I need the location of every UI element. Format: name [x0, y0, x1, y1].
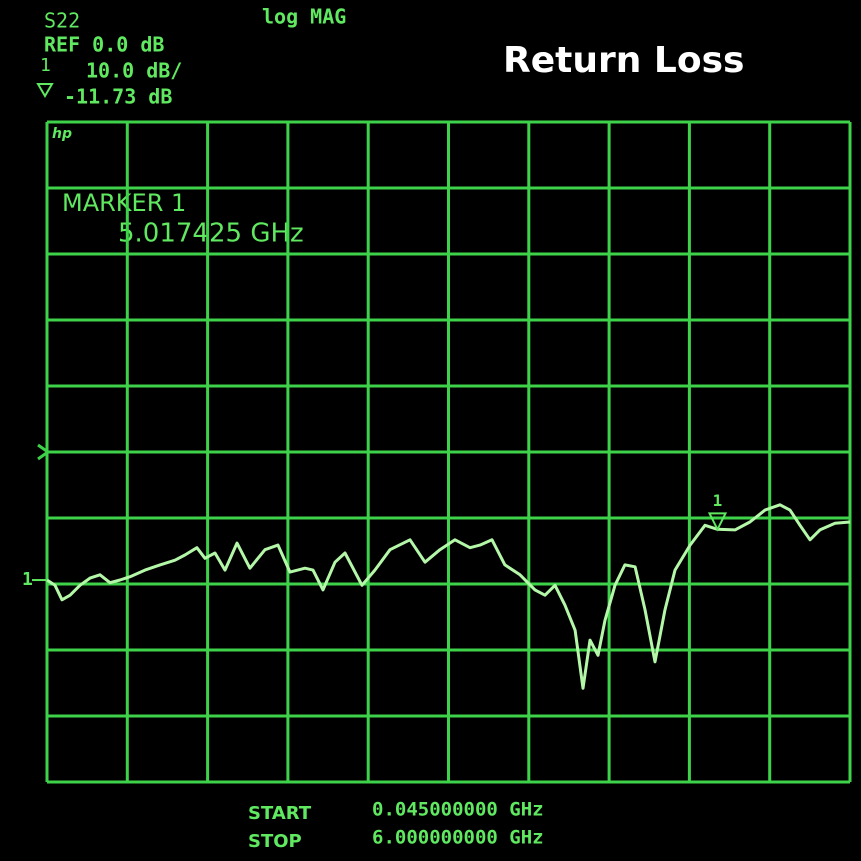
- start-label: START: [248, 803, 312, 824]
- channel: 1: [40, 55, 51, 76]
- start-value: 0.045000000 GHz: [372, 799, 544, 821]
- analyzer-screen: S22 log MAG REF 0.0 dB 1 10.0 dB/ -11.73…: [0, 0, 861, 861]
- parameter: S22: [44, 9, 80, 33]
- stop-value: 6.000000000 GHz: [372, 827, 544, 849]
- format: log MAG: [262, 5, 346, 29]
- marker-readout: -11.73 dB: [64, 85, 172, 109]
- marker-label: 1: [713, 491, 723, 510]
- scale: 10.0 dB/: [86, 59, 182, 83]
- marker-frequency: 5.017425 GHz: [118, 219, 304, 249]
- stop-label: STOP: [248, 831, 302, 852]
- logo: hp: [52, 126, 72, 142]
- trace-label: 1: [22, 569, 33, 590]
- marker-title: MARKER 1: [62, 189, 186, 217]
- reference: REF 0.0 dB: [44, 33, 164, 57]
- page: S22 log MAG REF 0.0 dB 1 10.0 dB/ -11.73…: [0, 0, 861, 861]
- background: [0, 0, 861, 861]
- chart-title: Return Loss: [503, 40, 744, 81]
